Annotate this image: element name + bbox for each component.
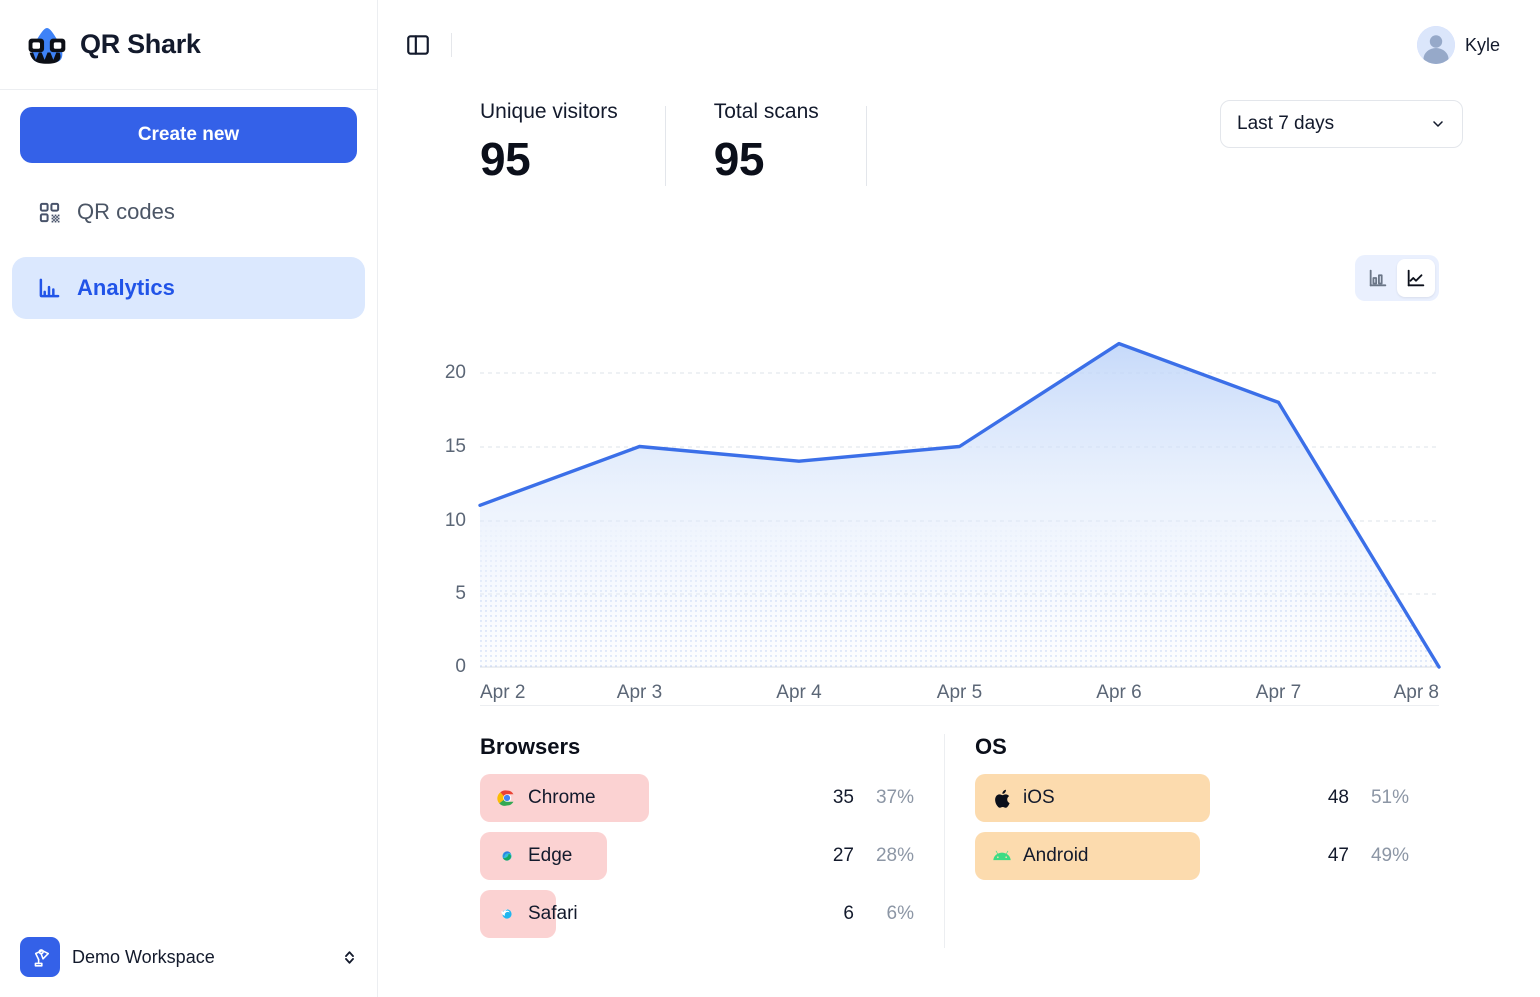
svg-text:Apr 3: Apr 3 bbox=[617, 682, 662, 703]
svg-text:0: 0 bbox=[455, 656, 466, 677]
svg-text:20: 20 bbox=[445, 362, 466, 383]
svg-text:Apr 4: Apr 4 bbox=[776, 682, 822, 703]
svg-text:Apr 7: Apr 7 bbox=[1256, 682, 1301, 703]
svg-text:15: 15 bbox=[445, 436, 466, 457]
svg-text:Apr 2: Apr 2 bbox=[480, 682, 525, 703]
svg-text:Apr 8: Apr 8 bbox=[1394, 682, 1439, 703]
svg-text:5: 5 bbox=[455, 583, 466, 604]
svg-text:Apr 6: Apr 6 bbox=[1096, 682, 1141, 703]
svg-text:Apr 5: Apr 5 bbox=[937, 682, 982, 703]
svg-text:10: 10 bbox=[445, 510, 466, 531]
